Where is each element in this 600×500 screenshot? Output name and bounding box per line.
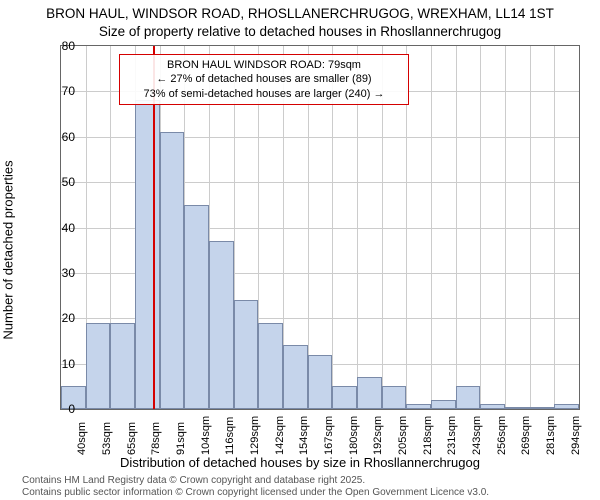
plot-area: BRON HAUL WINDSOR ROAD: 79sqm← 27% of de…	[60, 45, 580, 410]
histogram-bar	[332, 386, 357, 409]
ytick-label: 60	[45, 130, 75, 144]
ytick-label: 40	[45, 221, 75, 235]
xtick-label: 192sqm	[372, 416, 384, 455]
histogram-bar	[406, 404, 431, 409]
histogram-bar	[86, 323, 111, 409]
xtick-label: 243sqm	[471, 416, 483, 455]
histogram-bar	[431, 400, 456, 409]
chart-container: BRON HAUL, WINDSOR ROAD, RHOSLLANERCHRUG…	[0, 0, 600, 500]
annotation-box: BRON HAUL WINDSOR ROAD: 79sqm← 27% of de…	[119, 54, 409, 105]
annot-line1: BRON HAUL WINDSOR ROAD: 79sqm	[126, 58, 402, 72]
ytick-label: 70	[45, 84, 75, 98]
histogram-bar	[554, 404, 579, 409]
xtick-label: 269sqm	[520, 416, 532, 455]
histogram-bar	[184, 205, 209, 409]
xtick-label: 167sqm	[323, 416, 335, 455]
xtick-label: 129sqm	[249, 416, 261, 455]
histogram-bar	[135, 100, 160, 409]
xtick-label: 91sqm	[175, 422, 187, 455]
histogram-bar	[382, 386, 407, 409]
histogram-bar	[160, 132, 185, 409]
grid-v	[530, 46, 531, 409]
xtick-label: 154sqm	[298, 416, 310, 455]
footer-line2: Contains public sector information © Cro…	[22, 487, 489, 498]
annot-line3: 73% of semi-detached houses are larger (…	[126, 87, 402, 101]
ytick-label: 10	[45, 357, 75, 371]
xtick-label: 104sqm	[200, 416, 212, 455]
title-line2: Size of property relative to detached ho…	[0, 24, 600, 39]
histogram-bar	[480, 404, 505, 409]
grid-v	[480, 46, 481, 409]
ytick-label: 30	[45, 266, 75, 280]
ytick-label: 0	[45, 402, 75, 416]
histogram-bar	[530, 407, 555, 409]
title-line1: BRON HAUL, WINDSOR ROAD, RHOSLLANERCHRUG…	[0, 6, 600, 21]
histogram-bar	[283, 345, 308, 409]
xtick-label: 218sqm	[422, 416, 434, 455]
grid-v	[505, 46, 506, 409]
histogram-bar	[234, 300, 259, 409]
footer-line1: Contains HM Land Registry data © Crown c…	[22, 475, 365, 486]
histogram-bar	[209, 241, 234, 409]
histogram-bar	[505, 407, 530, 409]
grid-v	[456, 46, 457, 409]
xtick-label: 65sqm	[126, 422, 138, 455]
xtick-label: 142sqm	[274, 416, 286, 455]
xtick-label: 256sqm	[496, 416, 508, 455]
xtick-label: 281sqm	[545, 416, 557, 455]
histogram-bar	[110, 323, 135, 409]
histogram-bar	[308, 355, 333, 409]
y-axis-label: Number of detached properties	[1, 160, 16, 339]
ytick-label: 80	[45, 39, 75, 53]
grid-v	[554, 46, 555, 409]
histogram-bar	[456, 386, 481, 409]
x-axis-label: Distribution of detached houses by size …	[0, 455, 600, 470]
histogram-bar	[357, 377, 382, 409]
ytick-label: 50	[45, 175, 75, 189]
xtick-label: 205sqm	[397, 416, 409, 455]
xtick-label: 78sqm	[150, 422, 162, 455]
xtick-label: 294sqm	[570, 416, 582, 455]
annot-line2: ← 27% of detached houses are smaller (89…	[126, 72, 402, 86]
xtick-label: 231sqm	[446, 416, 458, 455]
xtick-label: 116sqm	[224, 417, 236, 455]
ytick-label: 20	[45, 311, 75, 325]
xtick-label: 180sqm	[348, 416, 360, 455]
xtick-label: 40sqm	[76, 422, 88, 455]
xtick-label: 53sqm	[101, 422, 113, 455]
histogram-bar	[258, 323, 283, 409]
grid-v	[431, 46, 432, 409]
